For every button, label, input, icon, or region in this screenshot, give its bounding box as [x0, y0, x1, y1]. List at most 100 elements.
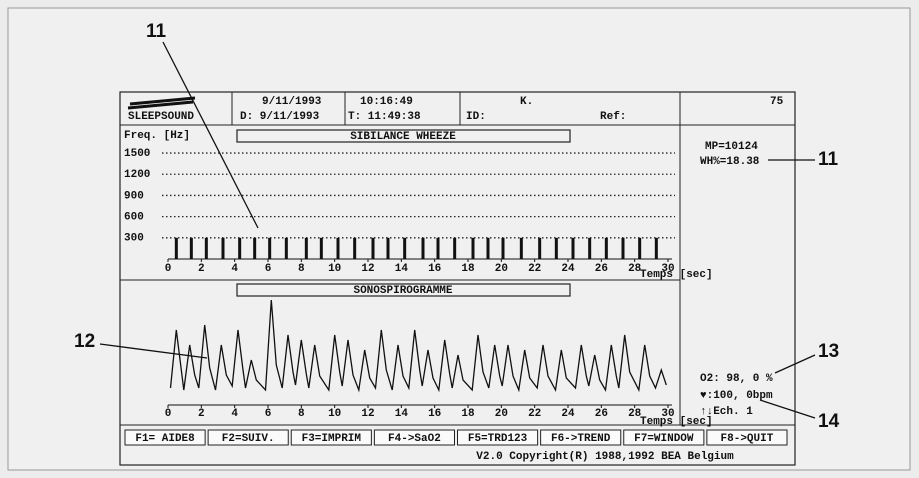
x-tick-label: 14 [395, 408, 409, 420]
x-tick-label: 2 [198, 263, 205, 275]
function-key-label: F6->TREND [551, 433, 611, 445]
function-key[interactable] [124, 429, 206, 446]
event-bar [253, 237, 257, 259]
callout: 11 [146, 21, 167, 42]
panel-title-box [236, 129, 571, 143]
x-tick-label: 6 [265, 408, 272, 420]
panel-title: SONOSPIROGRAMME [353, 285, 452, 297]
function-key-label: F5=TRD123 [468, 433, 528, 445]
x-tick-label: 24 [561, 263, 575, 275]
x-tick-label: 30 [661, 263, 674, 275]
x-tick-label: 8 [298, 263, 305, 275]
function-key-label: F1= AIDE8 [135, 433, 195, 445]
o2: O2: 98, 0 % [700, 373, 773, 385]
x-tick-label: 30 [661, 408, 674, 420]
x-tick-label: 26 [595, 263, 608, 275]
event-bar [421, 237, 425, 259]
x-tick-label: 20 [495, 408, 508, 420]
heart-rate: ♥:100, 0bpm [700, 390, 773, 402]
x-tick-label: 16 [428, 263, 441, 275]
id: ID: [466, 111, 486, 123]
function-key-label: F4->SaO2 [388, 433, 441, 445]
y-tick-label: 1200 [124, 169, 150, 181]
x-tick-label: 24 [561, 408, 575, 420]
function-key[interactable] [290, 429, 372, 446]
x-tick-label: 28 [628, 263, 642, 275]
x-tick-label: 22 [528, 408, 541, 420]
x-tick-label: 12 [361, 263, 374, 275]
y-tick-label: 1500 [124, 148, 150, 160]
event-bar [319, 237, 323, 259]
panel-title: SIBILANCE WHEEZE [350, 131, 456, 143]
function-key-label: F2=SUIV. [222, 433, 275, 445]
panel-title-box [236, 283, 571, 297]
ech: ↑↓Ech. 1 [700, 406, 753, 418]
event-bar [284, 237, 288, 259]
event-bar [638, 237, 642, 259]
x-tick-label: 26 [595, 408, 608, 420]
function-key[interactable] [207, 429, 289, 446]
event-bar [371, 237, 375, 259]
event-bar [621, 237, 625, 259]
x-tick-label: 0 [165, 263, 172, 275]
event-bar [453, 237, 457, 259]
event-bar [588, 237, 592, 259]
callout: 11 [818, 149, 839, 170]
callout-line [759, 399, 816, 419]
event-bar [353, 237, 357, 259]
event-bar [268, 237, 272, 259]
event-bar [571, 237, 575, 259]
x-tick-label: 16 [428, 408, 441, 420]
function-key-label: F8->QUIT [721, 433, 774, 445]
x-tick-label: 10 [328, 263, 341, 275]
event-bar [654, 237, 658, 259]
y-tick-label: 900 [124, 190, 144, 202]
event-bar [436, 237, 440, 259]
event-bar [604, 237, 608, 259]
x-tick-label: 8 [298, 408, 305, 420]
x-tick-label: 28 [628, 408, 642, 420]
event-bar [554, 237, 558, 259]
event-bar [501, 237, 505, 259]
wh: WH%=18.38 [700, 156, 760, 168]
waveform [169, 299, 667, 393]
x-tick-label: 18 [461, 263, 475, 275]
logo-stripes [127, 96, 196, 110]
callout-line [774, 354, 816, 374]
event-bar [174, 237, 178, 259]
copyright: V2.0 Copyright(R) 1988,1992 BEA Belgium [476, 451, 734, 463]
function-key[interactable] [623, 429, 705, 446]
function-key[interactable] [373, 429, 455, 446]
x-tick-label: 22 [528, 263, 541, 275]
function-key-label: F7=WINDOW [634, 433, 694, 445]
x-axis-label: Temps [sec] [640, 416, 713, 428]
time-start: 10:16:49 [360, 96, 413, 108]
x-tick-label: 14 [395, 263, 409, 275]
k: K. [520, 96, 533, 108]
callout-line [162, 41, 259, 229]
function-key[interactable] [540, 429, 622, 446]
figure-frame [7, 7, 911, 471]
event-bar [221, 237, 225, 259]
function-key[interactable] [457, 429, 539, 446]
y-tick-label: 300 [124, 233, 144, 245]
x-tick-label: 4 [231, 408, 238, 420]
x-tick-label: 2 [198, 408, 205, 420]
date-d: D: 9/11/1993 [240, 111, 320, 123]
callout-line [99, 343, 208, 359]
callout: 14 [818, 411, 840, 432]
y-axis-label: Freq. [Hz] [124, 130, 190, 142]
callout: 12 [74, 331, 95, 352]
event-bar [336, 237, 340, 259]
function-key[interactable] [706, 429, 788, 446]
event-bar [238, 237, 242, 259]
event-bar [189, 237, 193, 259]
callout: 13 [818, 341, 839, 362]
x-tick-label: 12 [361, 408, 374, 420]
x-tick-label: 4 [231, 263, 238, 275]
event-bar [471, 237, 475, 259]
event-bar [519, 237, 523, 259]
event-bar [538, 237, 542, 259]
x-tick-label: 10 [328, 408, 341, 420]
